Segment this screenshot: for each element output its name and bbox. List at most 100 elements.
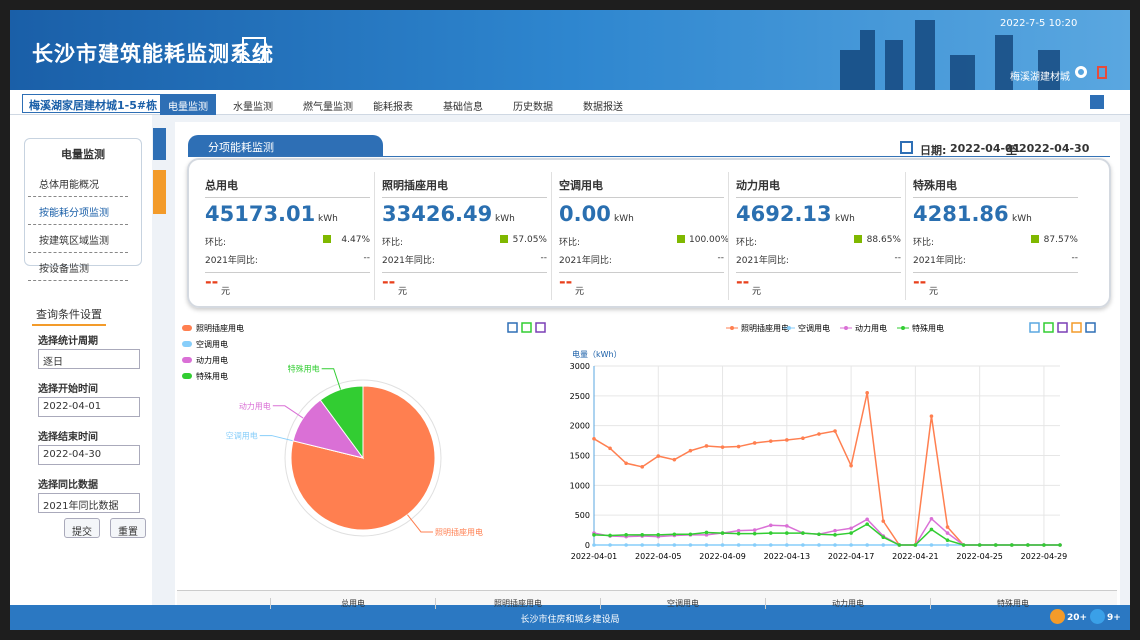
mom-arrow (854, 235, 862, 243)
table-heading: 总用电 (270, 598, 435, 609)
table-heading: 空调用电 (600, 598, 765, 609)
cost-value: -- (559, 272, 573, 291)
menu-item[interactable]: 按能耗分项监测 (28, 204, 128, 225)
panel-tab: 分项能耗监测 (188, 135, 383, 157)
yoy-value: -- (540, 253, 548, 263)
collapse[interactable] (153, 128, 166, 160)
card-name: 空调用电 (559, 177, 724, 198)
mom-arrow (1031, 235, 1039, 243)
field-label: 选择开始时间 (38, 384, 98, 395)
cost-value: -- (382, 272, 396, 291)
logout-icon[interactable] (1097, 66, 1107, 79)
card-name: 动力用电 (736, 177, 901, 198)
yoy-label: 2021年同比: (559, 253, 724, 273)
card-divider (374, 172, 375, 300)
browser-icon (1090, 609, 1105, 624)
browser-icon (1050, 609, 1065, 624)
nav-tab[interactable]: 燃气量监测 (303, 102, 353, 113)
mom-label: 环比: (736, 238, 758, 248)
field-label: 选择同比数据 (38, 480, 98, 491)
nav-tab[interactable]: 数据报送 (583, 102, 623, 113)
card-divider (905, 172, 906, 300)
cost-unit: 元 (398, 287, 408, 297)
badge: 9+ (1107, 613, 1121, 623)
card-value: 33426.49 (382, 202, 493, 226)
date-from: 2022-04-01 (950, 142, 1021, 155)
card-unit: kWh (835, 214, 855, 224)
menu-item[interactable]: 总体用能概况 (28, 176, 128, 197)
footer (10, 605, 1130, 630)
mom-value: 57.05% (512, 235, 547, 245)
card-value: 45173.01 (205, 202, 316, 226)
app: 长沙市建筑能耗监测系统 2022-7-5 10:20 梅溪湖建材城 梅溪湖家居建材城1… (10, 10, 1130, 630)
field-label: 选择统计周期 (38, 336, 98, 347)
menu-item[interactable]: 按建筑区域监测 (28, 232, 128, 253)
card-name: 总用电 (205, 177, 370, 198)
nav-tab[interactable]: 基础信息 (443, 102, 483, 113)
table-heading: 动力用电 (765, 598, 930, 609)
date-to: 2022-04-30 (1019, 142, 1090, 155)
table-heading: 特殊用电 (930, 598, 1095, 609)
card-unit: kWh (614, 214, 634, 224)
calendar-icon (900, 141, 913, 154)
card-unit: kWh (318, 214, 338, 224)
mom-arrow (323, 235, 331, 243)
cost-unit: 元 (752, 287, 762, 297)
yoy-value: -- (894, 253, 902, 263)
expand[interactable] (153, 170, 166, 214)
button[interactable]: 提交 (64, 518, 100, 538)
table-header (177, 590, 1117, 605)
nav-tab[interactable]: 能耗报表 (373, 102, 413, 113)
sidebar-panel (24, 138, 142, 266)
mom-value: 87.57% (1043, 235, 1078, 245)
field-input[interactable]: 2021年同比数据 (38, 493, 140, 513)
yoy-label: 2021年同比: (913, 253, 1078, 273)
skyline (840, 20, 1060, 90)
table-heading: 照明插座用电 (435, 598, 600, 609)
user-name[interactable]: 梅溪湖建材城 (1010, 72, 1070, 83)
mom-label: 环比: (913, 238, 935, 248)
yoy-label: 2021年同比: (205, 253, 370, 273)
mom-arrow (500, 235, 508, 243)
card-value: 0.00 (559, 202, 611, 226)
card-unit: kWh (1012, 214, 1032, 224)
cost-unit: 元 (575, 287, 585, 297)
scroll-top[interactable] (1090, 95, 1104, 109)
card-value: 4281.86 (913, 202, 1009, 226)
nav-tab[interactable]: 历史数据 (513, 102, 553, 113)
field-input[interactable]: 逐日 (38, 349, 140, 369)
field-input[interactable]: 2022-04-30 (38, 445, 140, 465)
card-divider (728, 172, 729, 300)
card-name: 照明插座用电 (382, 177, 547, 198)
building-selector[interactable]: 梅溪湖家居建材城1-5#栋 (22, 94, 165, 113)
app-title: 长沙市建筑能耗监测系统 (32, 42, 274, 66)
mom-label: 环比: (205, 238, 227, 248)
tab-active[interactable]: 电量监测 (160, 94, 216, 115)
card-value: 4692.13 (736, 202, 832, 226)
query-title: 查询条件设置 (32, 304, 106, 326)
mom-label: 环比: (559, 238, 581, 248)
date-label: 日期: (920, 144, 947, 157)
yoy-value: -- (1071, 253, 1079, 263)
logo-icon (242, 37, 266, 63)
button[interactable]: 重置 (110, 518, 146, 538)
cost-value: -- (736, 272, 750, 291)
cost-unit: 元 (929, 287, 939, 297)
nav-tab[interactable]: 水量监测 (233, 102, 273, 113)
cards-box (187, 158, 1111, 308)
card-name: 特殊用电 (913, 177, 1078, 198)
card-divider (551, 172, 552, 300)
field-label: 选择结束时间 (38, 432, 98, 443)
mom-label: 环比: (382, 238, 404, 248)
badge: 20+ (1067, 613, 1088, 623)
cost-value: -- (913, 272, 927, 291)
header (10, 10, 1130, 90)
settings-icon[interactable] (1075, 66, 1087, 78)
yoy-value: -- (363, 253, 371, 263)
menu-item[interactable]: 按设备监测 (28, 260, 128, 281)
field-input[interactable]: 2022-04-01 (38, 397, 140, 417)
mom-value: 88.65% (866, 235, 901, 245)
yoy-label: 2021年同比: (736, 253, 901, 273)
card-unit: kWh (495, 214, 515, 224)
